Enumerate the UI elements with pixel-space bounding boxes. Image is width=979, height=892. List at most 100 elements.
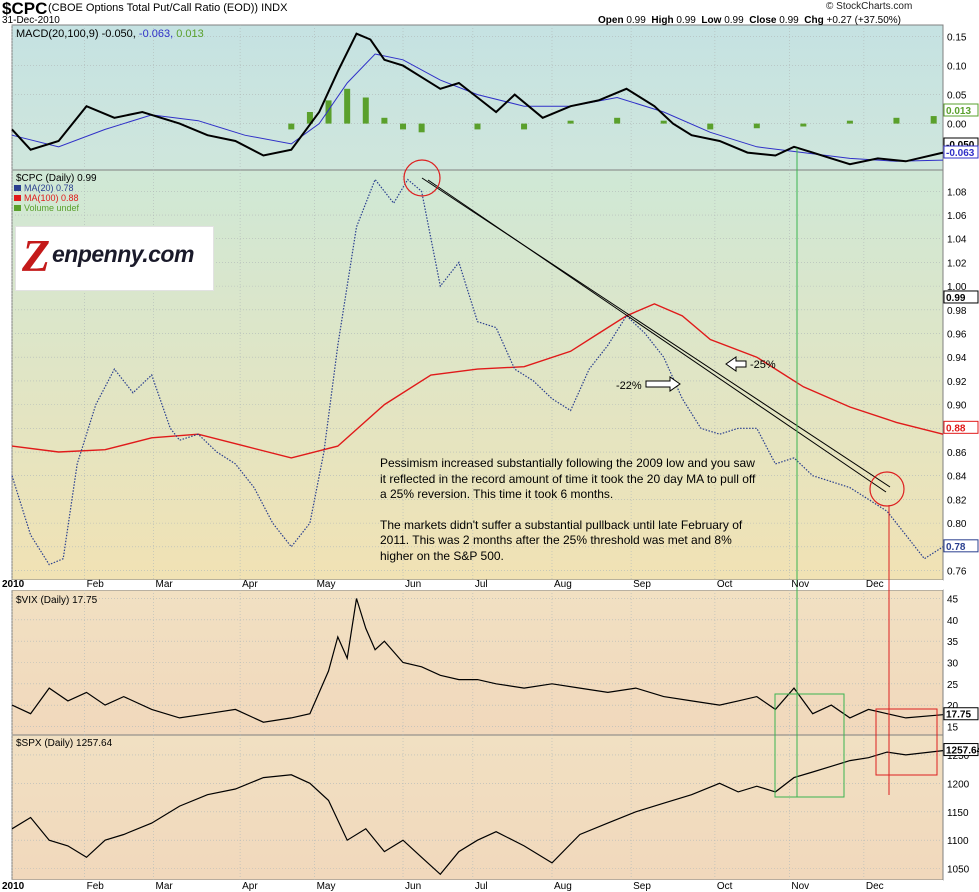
legend-swatch <box>14 185 21 191</box>
macd-histogram-bar <box>753 123 760 129</box>
ohlc-readout: Open 0.99 High 0.99 Low 0.99 Close 0.99 … <box>598 15 901 26</box>
macd-hist-value-box <box>943 103 979 117</box>
annotation-text: Pessimism increased substantially follow… <box>380 456 760 579</box>
y-tick-label: 0.10 <box>947 62 967 73</box>
y-tick-label: 1.02 <box>947 258 967 269</box>
vix-legend: $VIX (Daily) 17.75 <box>16 595 98 606</box>
macd-hist-value: 0.013 <box>946 106 971 117</box>
y-tick-label: 0.80 <box>947 519 967 530</box>
cpc-value: 0.99 <box>946 293 966 304</box>
macd-histogram-bar <box>660 120 667 124</box>
x-tick-label: Jul <box>475 881 488 892</box>
x-tick-label: Jun <box>405 579 421 590</box>
x-tick-label: May <box>317 579 336 590</box>
annotation-paragraph-1: Pessimism increased substantially follow… <box>380 456 756 501</box>
macd-histogram-bar <box>288 123 295 130</box>
cpc-value-box <box>943 290 979 304</box>
legend-swatch <box>14 205 21 211</box>
macd-signal-value-box <box>943 145 979 159</box>
macd-histogram-bar <box>707 123 714 130</box>
circle-marker-peak <box>403 159 441 197</box>
macd-line <box>11 32 944 166</box>
ma20-line <box>11 178 944 566</box>
logo-text: enpenny.com <box>52 241 194 267</box>
x-tick-label: Apr <box>242 881 258 892</box>
y-tick-label: 1200 <box>947 779 970 790</box>
arrow-right-marker <box>645 376 681 392</box>
macd-histogram-bar <box>567 120 574 124</box>
y-tick-label: 0.82 <box>947 495 967 506</box>
macd-histogram-bar <box>381 117 388 124</box>
spx-legend: $SPX (Daily) 1257.64 <box>16 738 113 749</box>
macd-histogram-bar <box>614 117 621 124</box>
cpc-legend-title: $CPC (Daily) 0.99 <box>16 173 97 184</box>
legend-entry: MA(100) 0.88 <box>24 193 79 203</box>
spx-value: 1257.64 <box>946 746 979 757</box>
y-tick-label: 40 <box>947 616 959 627</box>
y-tick-label: 1.00 <box>947 282 967 293</box>
x-tick-label: Mar <box>156 579 174 590</box>
panel-spx <box>11 734 944 881</box>
vix-value-box <box>943 707 979 721</box>
y-tick-label: 0.76 <box>947 567 967 578</box>
open-label: Open <box>598 15 624 26</box>
macd-histogram-bar <box>930 116 937 124</box>
x-tick-label: Aug <box>554 579 572 590</box>
macd-signal-line <box>11 53 944 162</box>
brand-text: © StockCharts.com <box>826 1 913 12</box>
chg-label: Chg <box>804 15 824 26</box>
ma100-value: 0.88 <box>946 423 966 434</box>
y-tick-label: 1100 <box>947 836 969 847</box>
macd-histogram-bar <box>362 97 369 124</box>
chart-date: 31-Dec-2010 <box>2 15 60 26</box>
circle-marker-threshold <box>869 471 905 507</box>
macd-histogram-bar <box>418 123 425 133</box>
x-tick-label: 2010 <box>2 579 25 590</box>
x-tick-label: Nov <box>791 881 809 892</box>
low-label: Low <box>701 15 722 26</box>
chart-title: (CBOE Options Total Put/Call Ratio (EOD)… <box>48 2 288 14</box>
y-tick-label: 0.96 <box>947 330 967 341</box>
ma100-value-box <box>943 420 979 434</box>
vix-value: 17.75 <box>946 710 971 721</box>
chg-value: +0.27 (+37.50%) <box>826 15 902 26</box>
vix-line <box>11 598 944 723</box>
high-value: 0.99 <box>676 15 696 26</box>
axis-band-upper <box>0 580 943 590</box>
y-tick-label: 25 <box>947 680 959 691</box>
x-tick-label: Nov <box>791 579 809 590</box>
low-value: 0.99 <box>724 15 744 26</box>
y-tick-label: 0.84 <box>947 472 967 483</box>
x-tick-label: Dec <box>866 579 884 590</box>
x-tick-label: Oct <box>717 579 733 590</box>
macd-histogram-bar <box>344 88 351 124</box>
x-tick-label: May <box>317 881 336 892</box>
y-tick-label: 0.00 <box>947 120 967 131</box>
x-tick-label: Jun <box>405 881 421 892</box>
x-tick-label: Oct <box>717 881 733 892</box>
stockcharts-brand[interactable]: © StockCharts.com <box>826 1 912 12</box>
macd-histogram-bar <box>400 123 407 130</box>
y-tick-label: 1.06 <box>947 211 967 222</box>
y-tick-label: 1150 <box>947 808 969 819</box>
macd-histogram-bar <box>893 117 900 124</box>
y-tick-label: 0.94 <box>947 353 967 364</box>
legend-swatch <box>14 195 21 201</box>
macd-histogram-bar <box>800 123 807 127</box>
y-tick-label: 45 <box>947 595 959 606</box>
arrow-left-marker <box>725 356 747 372</box>
label-minus-25: -25% <box>750 359 776 371</box>
y-tick-label: 1050 <box>947 865 970 876</box>
ma20-value-box <box>943 539 979 553</box>
close-value: 0.99 <box>779 15 799 26</box>
trendline-lower <box>427 179 887 493</box>
x-tick-label: Jul <box>475 579 488 590</box>
x-tick-label: Sep <box>633 579 651 590</box>
label-minus-22: -22% <box>616 380 642 392</box>
y-tick-label: 1250 <box>947 751 970 762</box>
green-box-marker <box>774 693 845 798</box>
legend-entry: MA(20) 0.78 <box>24 183 74 193</box>
x-tick-label: Sep <box>633 881 651 892</box>
y-tick-label: 0.86 <box>947 448 967 459</box>
